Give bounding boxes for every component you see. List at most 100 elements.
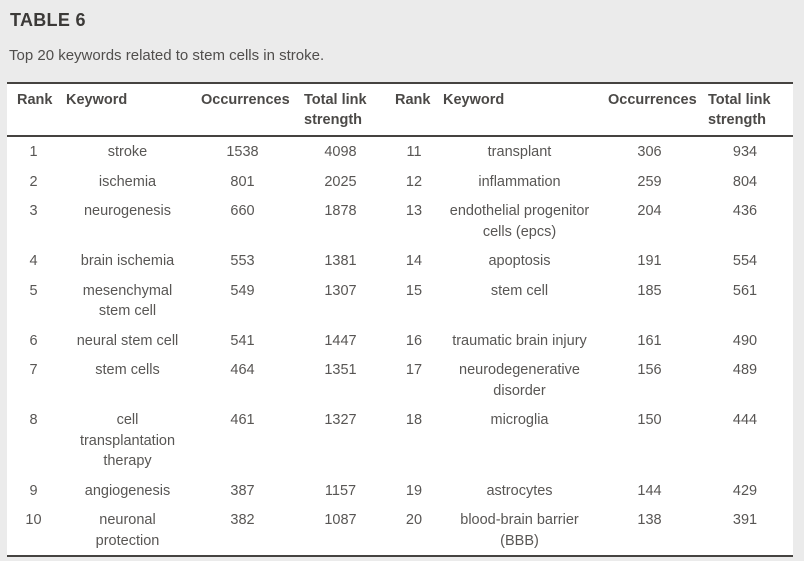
rank-cell: 17 bbox=[405, 362, 423, 378]
keyword-cell: neuronal protection bbox=[95, 512, 160, 549]
rank-cell: 4 bbox=[29, 253, 38, 269]
table-row: 9 angiogenesis 387 1157 19 astrocytes 14… bbox=[7, 476, 793, 506]
occurrences-cell: 549 bbox=[230, 282, 255, 299]
total-link-strength-cell: 934 bbox=[732, 144, 758, 160]
total-link-strength-cell: 429 bbox=[732, 482, 758, 499]
rank-cell: 16 bbox=[405, 332, 423, 349]
table-caption: Top 20 keywords related to stem cells in… bbox=[9, 47, 325, 64]
keyword-cell: stem cell bbox=[490, 282, 549, 299]
col-header-keyword-right: Keyword bbox=[437, 83, 602, 137]
keyword-cell: neurogenesis bbox=[83, 203, 172, 219]
occurrences-cell: 464 bbox=[230, 362, 255, 378]
col-header-total-link-strength-left: Total link strength bbox=[290, 83, 391, 137]
rank-cell: 14 bbox=[405, 253, 423, 269]
rank-cell: 19 bbox=[405, 482, 423, 499]
total-link-strength-cell: 1157 bbox=[324, 482, 357, 499]
keywords-table: Rank Keyword Occurrences Total link stre… bbox=[7, 82, 793, 557]
occurrences-cell: 138 bbox=[637, 512, 662, 528]
col-header-occurrences-right: Occurrences bbox=[602, 83, 697, 137]
table-row: 1 stroke 1538 4098 11 transplant 306 934 bbox=[7, 136, 793, 167]
table-row: 4 brain ischemia 553 1381 14 apoptosis 1… bbox=[7, 246, 793, 276]
occurrences-cell: 660 bbox=[230, 203, 255, 219]
keyword-cell: ischemia bbox=[98, 173, 157, 190]
total-link-strength-cell: 444 bbox=[732, 412, 758, 428]
rank-cell: 3 bbox=[29, 203, 38, 219]
total-link-strength-cell: 4098 bbox=[324, 144, 357, 160]
rank-cell: 13 bbox=[405, 203, 423, 219]
keyword-cell: microglia bbox=[490, 412, 549, 428]
occurrences-cell: 1538 bbox=[226, 144, 259, 160]
rank-cell: 5 bbox=[29, 282, 38, 299]
rank-cell: 1 bbox=[29, 144, 38, 160]
keyword-cell: neural stem cell bbox=[76, 332, 179, 349]
total-link-strength-cell: 1327 bbox=[324, 412, 357, 428]
rank-cell: 12 bbox=[405, 173, 423, 190]
rank-cell: 15 bbox=[405, 282, 423, 299]
col-header-occurrences-left: Occurrences bbox=[195, 83, 290, 137]
rank-cell: 20 bbox=[405, 512, 423, 528]
occurrences-cell: 382 bbox=[230, 512, 255, 528]
rank-cell: 11 bbox=[406, 144, 422, 160]
total-link-strength-cell: 490 bbox=[732, 332, 758, 349]
keyword-cell: brain ischemia bbox=[80, 253, 175, 269]
occurrences-cell: 161 bbox=[637, 332, 662, 349]
table-row: 10 neuronal protection 382 1087 20 blood… bbox=[7, 505, 793, 556]
table-row: 2 ischemia 801 2025 12 inflammation 259 … bbox=[7, 167, 793, 197]
occurrences-cell: 259 bbox=[637, 173, 662, 190]
total-link-strength-cell: 489 bbox=[732, 362, 758, 378]
keyword-cell: angiogenesis bbox=[84, 482, 171, 499]
occurrences-cell: 150 bbox=[637, 412, 662, 428]
keyword-cell: cell transplantation therapy bbox=[79, 412, 176, 469]
total-link-strength-cell: 804 bbox=[732, 173, 758, 190]
rank-cell: 7 bbox=[29, 362, 38, 378]
rank-cell: 8 bbox=[29, 412, 38, 428]
total-link-strength-cell: 561 bbox=[732, 282, 758, 299]
keyword-cell: traumatic brain injury bbox=[452, 332, 587, 349]
table-title: TABLE 6 bbox=[10, 10, 86, 30]
keyword-cell: inflammation bbox=[478, 173, 561, 190]
rank-cell: 9 bbox=[29, 482, 38, 499]
keyword-cell: neurodegenerative disorder bbox=[459, 362, 580, 399]
occurrences-cell: 204 bbox=[637, 203, 662, 219]
keyword-cell: astrocytes bbox=[486, 482, 553, 499]
table-row: 6 neural stem cell 541 1447 16 traumatic… bbox=[7, 326, 793, 356]
occurrences-cell: 801 bbox=[230, 173, 255, 190]
keyword-cell: blood-brain barrier (BBB) bbox=[460, 512, 579, 549]
rank-cell: 10 bbox=[25, 512, 42, 528]
total-link-strength-cell: 1087 bbox=[324, 512, 357, 528]
occurrences-cell: 387 bbox=[230, 482, 255, 499]
total-link-strength-cell: 1351 bbox=[324, 362, 357, 378]
keyword-cell: mesenchymal stem cell bbox=[82, 282, 173, 320]
keyword-cell: stem cells bbox=[95, 362, 160, 378]
total-link-strength-cell: 436 bbox=[732, 203, 758, 219]
occurrences-cell: 156 bbox=[637, 362, 662, 378]
total-link-strength-cell: 2025 bbox=[324, 173, 357, 190]
occurrences-cell: 185 bbox=[637, 282, 662, 299]
rank-cell: 2 bbox=[29, 173, 38, 190]
keyword-cell: endothelial progenitor cells (epcs) bbox=[449, 203, 590, 240]
total-link-strength-cell: 1307 bbox=[324, 282, 357, 299]
table-row: 8 cell transplantation therapy 461 1327 … bbox=[7, 405, 793, 476]
col-header-rank-right: Rank bbox=[391, 83, 437, 137]
occurrences-cell: 144 bbox=[637, 482, 662, 499]
occurrences-cell: 541 bbox=[230, 332, 255, 349]
total-link-strength-cell: 1878 bbox=[324, 203, 357, 219]
keyword-cell: apoptosis bbox=[488, 253, 551, 269]
keyword-cell: transplant bbox=[487, 144, 552, 160]
col-header-keyword-left: Keyword bbox=[60, 83, 195, 137]
total-link-strength-cell: 554 bbox=[732, 253, 758, 269]
table-row: 3 neurogenesis 660 1878 13 endothelial p… bbox=[7, 196, 793, 246]
occurrences-cell: 553 bbox=[230, 253, 255, 269]
total-link-strength-cell: 391 bbox=[732, 512, 758, 528]
header-row: Rank Keyword Occurrences Total link stre… bbox=[7, 83, 793, 137]
keyword-cell: stroke bbox=[107, 144, 148, 160]
rank-cell: 6 bbox=[29, 332, 38, 349]
rank-cell: 18 bbox=[405, 412, 423, 428]
table-row: 7 stem cells 464 1351 17 neurodegenerati… bbox=[7, 355, 793, 405]
total-link-strength-cell: 1447 bbox=[324, 332, 357, 349]
col-header-rank-left: Rank bbox=[7, 83, 60, 137]
col-header-total-link-strength-right: Total link strength bbox=[697, 83, 793, 137]
table-row: 5 mesenchymal stem cell 549 1307 15 stem… bbox=[7, 276, 793, 326]
